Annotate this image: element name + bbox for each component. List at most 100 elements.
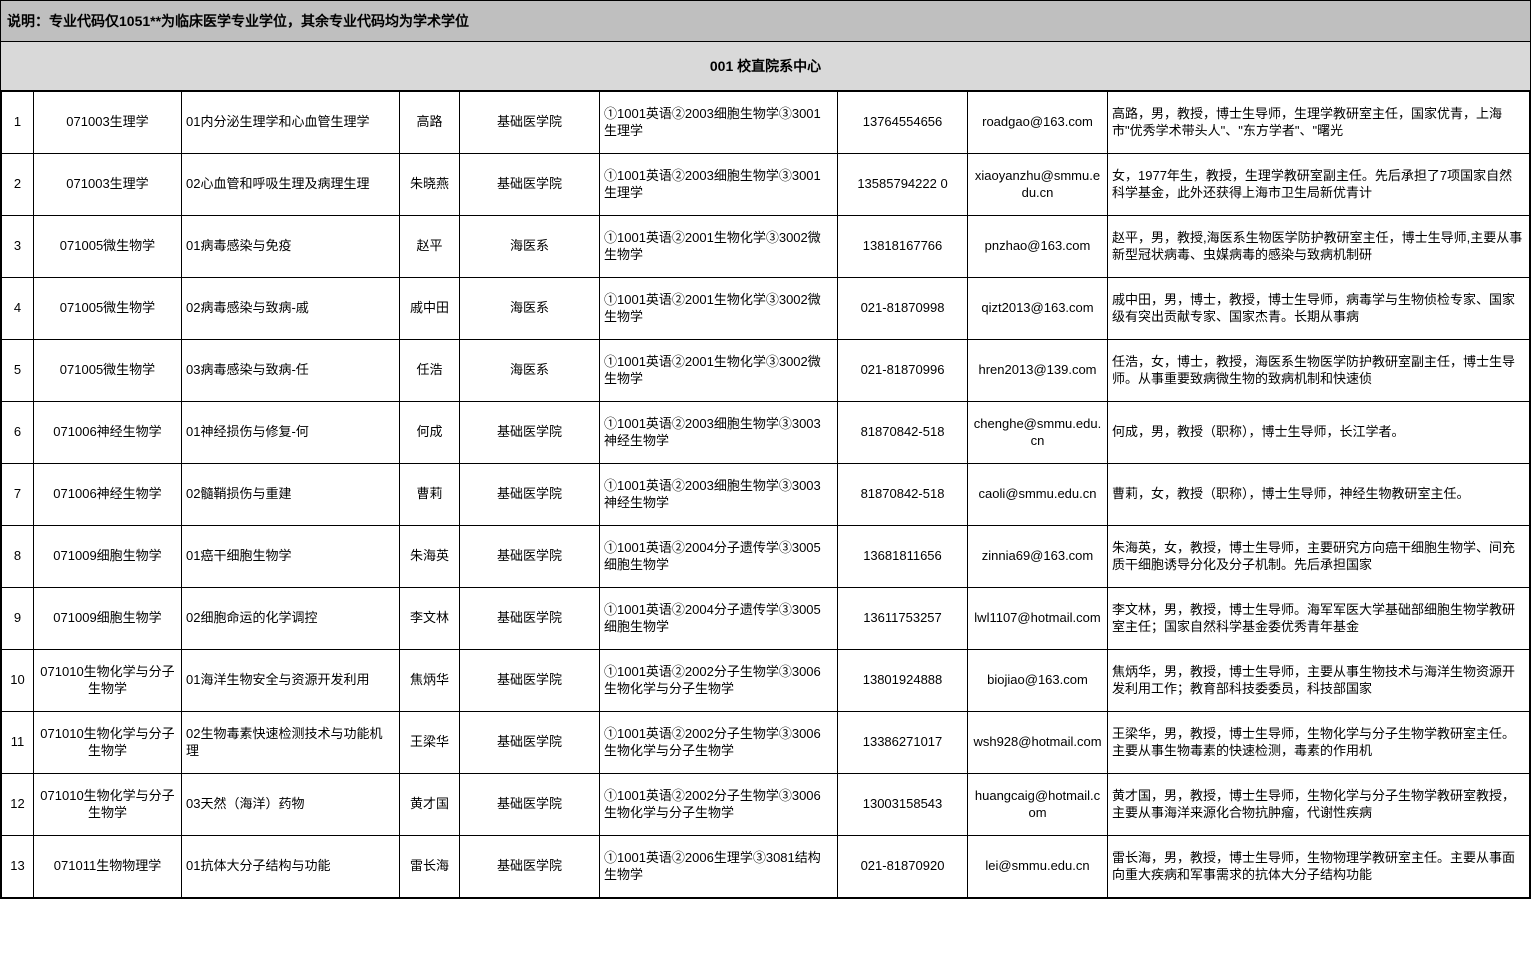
- email-cell: xiaoyanzhu@smmu.edu.cn: [968, 154, 1108, 216]
- exam-cell: ①1001英语②2003细胞生物学③3003神经生物学: [600, 402, 838, 464]
- table-row: 8071009细胞生物学01癌干细胞生物学朱海英基础医学院①1001英语②200…: [2, 526, 1530, 588]
- idx-cell: 13: [2, 836, 34, 898]
- direction-cell: 01海洋生物安全与资源开发利用: [182, 650, 400, 712]
- email-cell: hren2013@139.com: [968, 340, 1108, 402]
- phone-cell: 13681811656: [838, 526, 968, 588]
- exam-cell: ①1001英语②2002分子生物学③3006生物化学与分子生物学: [600, 712, 838, 774]
- advisor-cell: 高路: [400, 92, 460, 154]
- direction-cell: 02髓鞘损伤与重建: [182, 464, 400, 526]
- bio-cell: 李文林，男，教授，博士生导师。海军军医大学基础部细胞生物学教研室主任；国家自然科…: [1108, 588, 1530, 650]
- exam-cell: ①1001英语②2002分子生物学③3006生物化学与分子生物学: [600, 650, 838, 712]
- bio-cell: 女，1977年生，教授，生理学教研室副主任。先后承担了7项国家自然科学基金，此外…: [1108, 154, 1530, 216]
- department-cell: 基础医学院: [460, 92, 600, 154]
- phone-cell: 021-81870998: [838, 278, 968, 340]
- idx-cell: 8: [2, 526, 34, 588]
- phone-cell: 021-81870920: [838, 836, 968, 898]
- phone-cell: 021-81870996: [838, 340, 968, 402]
- bio-cell: 赵平，男，教授,海医系生物医学防护教研室主任，博士生导师,主要从事新型冠状病毒、…: [1108, 216, 1530, 278]
- advisor-cell: 朱晓燕: [400, 154, 460, 216]
- direction-cell: 02心血管和呼吸生理及病理生理: [182, 154, 400, 216]
- idx-cell: 11: [2, 712, 34, 774]
- table-row: 3071005微生物学01病毒感染与免疫赵平海医系①1001英语②2001生物化…: [2, 216, 1530, 278]
- advisor-cell: 何成: [400, 402, 460, 464]
- email-cell: pnzhao@163.com: [968, 216, 1108, 278]
- bio-cell: 高路，男，教授，博士生导师，生理学教研室主任，国家优青，上海市"优秀学术带头人"…: [1108, 92, 1530, 154]
- email-cell: huangcaig@hotmail.com: [968, 774, 1108, 836]
- email-cell: chenghe@smmu.edu.cn: [968, 402, 1108, 464]
- department-cell: 基础医学院: [460, 154, 600, 216]
- phone-cell: 13764554656: [838, 92, 968, 154]
- idx-cell: 7: [2, 464, 34, 526]
- bio-cell: 雷长海，男，教授，博士生导师，生物物理学教研室主任。主要从事面向重大疾病和军事需…: [1108, 836, 1530, 898]
- phone-cell: 13818167766: [838, 216, 968, 278]
- advisor-cell: 焦炳华: [400, 650, 460, 712]
- idx-cell: 12: [2, 774, 34, 836]
- major-cell: 071003生理学: [34, 92, 182, 154]
- department-cell: 基础医学院: [460, 712, 600, 774]
- major-cell: 071009细胞生物学: [34, 588, 182, 650]
- idx-cell: 9: [2, 588, 34, 650]
- table-row: 4071005微生物学02病毒感染与致病-戚戚中田海医系①1001英语②2001…: [2, 278, 1530, 340]
- advisor-cell: 赵平: [400, 216, 460, 278]
- advisor-cell: 任浩: [400, 340, 460, 402]
- catalog-table-container: 说明：专业代码仅1051**为临床医学专业学位，其余专业代码均为学术学位 001…: [0, 0, 1531, 899]
- department-cell: 基础医学院: [460, 588, 600, 650]
- advisor-cell: 李文林: [400, 588, 460, 650]
- idx-cell: 2: [2, 154, 34, 216]
- email-cell: biojiao@163.com: [968, 650, 1108, 712]
- direction-cell: 02生物毒素快速检测技术与功能机理: [182, 712, 400, 774]
- exam-cell: ①1001英语②2006生理学③3081结构生物学: [600, 836, 838, 898]
- table-row: 2071003生理学02心血管和呼吸生理及病理生理朱晓燕基础医学院①1001英语…: [2, 154, 1530, 216]
- exam-cell: ①1001英语②2001生物化学③3002微生物学: [600, 278, 838, 340]
- advisor-cell: 朱海英: [400, 526, 460, 588]
- idx-cell: 10: [2, 650, 34, 712]
- table-row: 12071010生物化学与分子生物学03天然（海洋）药物黄才国基础医学院①100…: [2, 774, 1530, 836]
- advisor-cell: 雷长海: [400, 836, 460, 898]
- exam-cell: ①1001英语②2001生物化学③3002微生物学: [600, 216, 838, 278]
- email-cell: roadgao@163.com: [968, 92, 1108, 154]
- idx-cell: 6: [2, 402, 34, 464]
- idx-cell: 4: [2, 278, 34, 340]
- advisor-cell: 戚中田: [400, 278, 460, 340]
- phone-cell: 81870842-518: [838, 464, 968, 526]
- exam-cell: ①1001英语②2001生物化学③3002微生物学: [600, 340, 838, 402]
- email-cell: caoli@smmu.edu.cn: [968, 464, 1108, 526]
- table-row: 9071009细胞生物学02细胞命运的化学调控李文林基础医学院①1001英语②2…: [2, 588, 1530, 650]
- phone-cell: 13611753257: [838, 588, 968, 650]
- exam-cell: ①1001英语②2003细胞生物学③3001生理学: [600, 154, 838, 216]
- department-cell: 基础医学院: [460, 526, 600, 588]
- table-row: 11071010生物化学与分子生物学02生物毒素快速检测技术与功能机理王梁华基础…: [2, 712, 1530, 774]
- advisor-cell: 王梁华: [400, 712, 460, 774]
- section-title: 001 校直院系中心: [1, 42, 1530, 91]
- bio-cell: 曹莉，女，教授（职称），博士生导师，神经生物教研室主任。: [1108, 464, 1530, 526]
- email-cell: lwl1107@hotmail.com: [968, 588, 1108, 650]
- bio-cell: 何成，男，教授（职称），博士生导师，长江学者。: [1108, 402, 1530, 464]
- phone-cell: 13386271017: [838, 712, 968, 774]
- major-cell: 071005微生物学: [34, 278, 182, 340]
- direction-cell: 01癌干细胞生物学: [182, 526, 400, 588]
- bio-cell: 王梁华，男，教授，博士生导师，生物化学与分子生物学教研室主任。主要从事生物毒素的…: [1108, 712, 1530, 774]
- major-cell: 071006神经生物学: [34, 402, 182, 464]
- table-row: 5071005微生物学03病毒感染与致病-任任浩海医系①1001英语②2001生…: [2, 340, 1530, 402]
- idx-cell: 5: [2, 340, 34, 402]
- bio-cell: 戚中田，男，博士，教授，博士生导师，病毒学与生物侦检专家、国家级有突出贡献专家、…: [1108, 278, 1530, 340]
- table-row: 6071006神经生物学01神经损伤与修复-何何成基础医学院①1001英语②20…: [2, 402, 1530, 464]
- table-row: 7071006神经生物学02髓鞘损伤与重建曹莉基础医学院①1001英语②2003…: [2, 464, 1530, 526]
- email-cell: qizt2013@163.com: [968, 278, 1108, 340]
- major-cell: 071005微生物学: [34, 340, 182, 402]
- major-cell: 071011生物物理学: [34, 836, 182, 898]
- major-cell: 071010生物化学与分子生物学: [34, 650, 182, 712]
- phone-cell: 13585794222 0: [838, 154, 968, 216]
- header-note: 说明：专业代码仅1051**为临床医学专业学位，其余专业代码均为学术学位: [1, 1, 1530, 42]
- exam-cell: ①1001英语②2004分子遗传学③3005细胞生物学: [600, 526, 838, 588]
- exam-cell: ①1001英语②2002分子生物学③3006生物化学与分子生物学: [600, 774, 838, 836]
- department-cell: 基础医学院: [460, 402, 600, 464]
- idx-cell: 1: [2, 92, 34, 154]
- major-cell: 071003生理学: [34, 154, 182, 216]
- bio-cell: 焦炳华，男，教授，博士生导师，主要从事生物技术与海洋生物资源开发利用工作；教育部…: [1108, 650, 1530, 712]
- advisor-cell: 黄才国: [400, 774, 460, 836]
- table-row: 1071003生理学01内分泌生理学和心血管生理学高路基础医学院①1001英语②…: [2, 92, 1530, 154]
- bio-cell: 黄才国，男，教授，博士生导师，生物化学与分子生物学教研室教授，主要从事海洋来源化…: [1108, 774, 1530, 836]
- phone-cell: 13003158543: [838, 774, 968, 836]
- direction-cell: 01病毒感染与免疫: [182, 216, 400, 278]
